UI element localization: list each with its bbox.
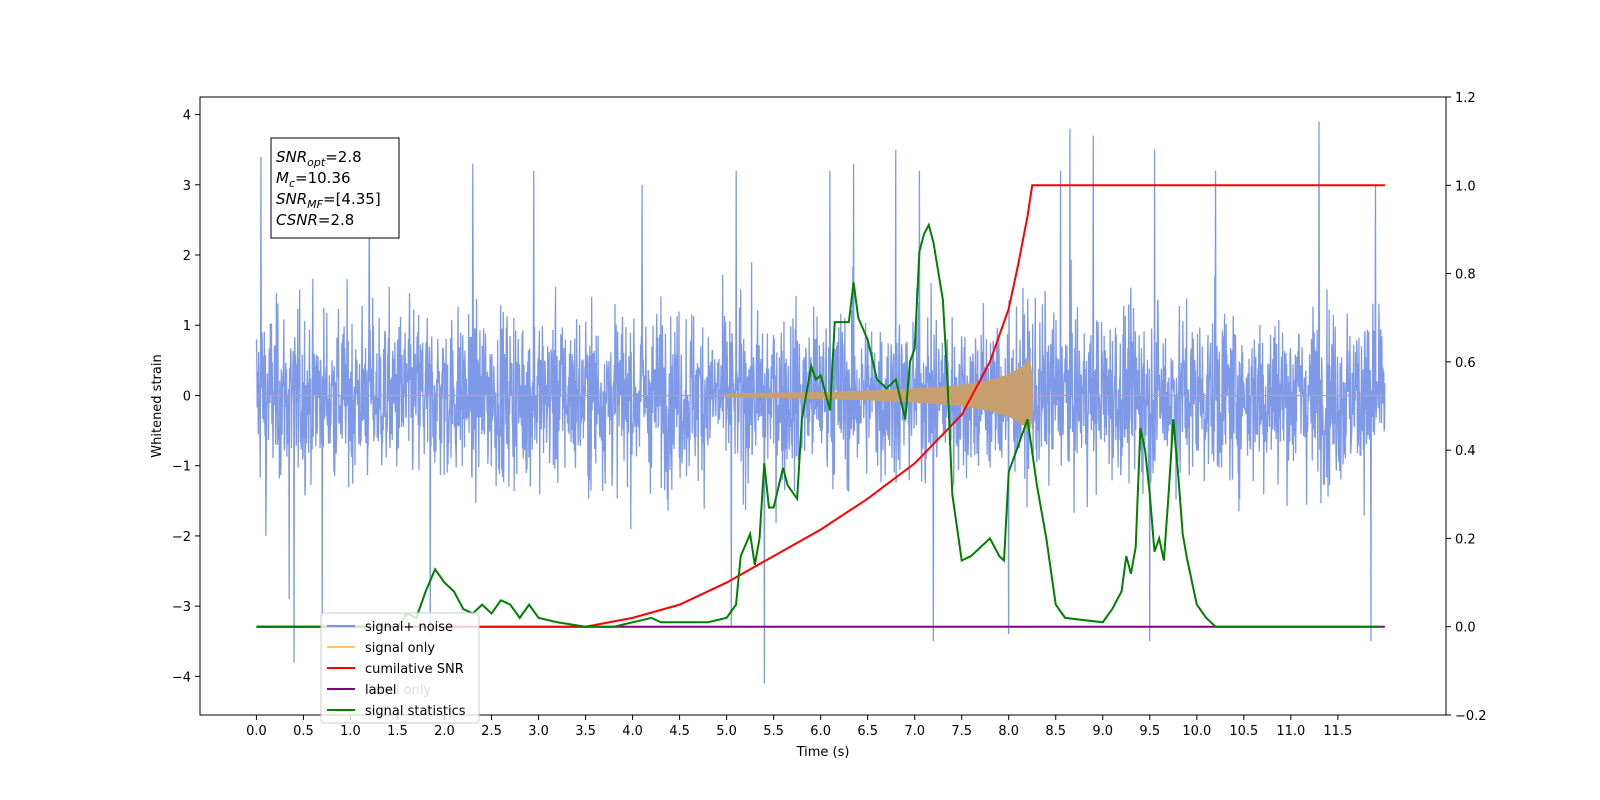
- series-signal-noise: [255, 121, 1386, 684]
- y-tick-label: −2: [172, 530, 191, 545]
- x-tick-label: 4.5: [669, 724, 690, 739]
- legend-entry: cumilative SNR: [365, 662, 464, 677]
- x-tick-label: 8.0: [998, 724, 1019, 739]
- x-tick-label: 2.0: [434, 724, 455, 739]
- x-axis-ticks: 0.0 0.5 1.0 1.5 2.0 2.5 3.0 3.5 4.0 4.5 5.0 5.5 6.0 6…: [246, 715, 1352, 739]
- y2-tick-label: 0.2: [1455, 532, 1476, 547]
- series-signal-only: [256, 358, 1385, 432]
- x-tick-label: 10.0: [1182, 724, 1211, 739]
- x-tick-label: 2.5: [481, 724, 502, 739]
- x-tick-label: 8.5: [1045, 724, 1066, 739]
- y-tick-label: 3: [183, 179, 191, 194]
- signal-statistics-line: [256, 222, 1381, 628]
- x-tick-label: 7.0: [904, 724, 925, 739]
- annotation-line: SNRopt=2.8: [276, 148, 362, 169]
- x-tick-label: 6.0: [810, 724, 831, 739]
- y-tick-label: 1: [183, 319, 191, 334]
- legend-entry: signal statistics: [365, 704, 466, 719]
- x-tick-label: 0.5: [293, 724, 314, 739]
- x-tick-label: 1.0: [340, 724, 361, 739]
- y2-tick-label: 1.0: [1455, 179, 1476, 194]
- noise-line: [255, 121, 1386, 684]
- x-tick-label: 9.5: [1139, 724, 1160, 739]
- y-tick-label: 2: [183, 249, 191, 264]
- y2-axis-ticks: −0.2 0.0 0.2 0.4 0.6 0.8 1.0 1.2: [1446, 91, 1487, 724]
- annotation-line: Mc=10.36: [276, 169, 351, 190]
- x-tick-label: 4.0: [622, 724, 643, 739]
- y-axis-ticks: −4 −3 −2 −1 0 1 2 3 4: [172, 109, 200, 685]
- x-tick-label: 3.0: [528, 724, 549, 739]
- y-tick-label: −1: [172, 460, 191, 475]
- x-tick-label: 5.5: [763, 724, 784, 739]
- y2-tick-label: 0.0: [1455, 621, 1476, 636]
- annotation-frame: [270, 137, 400, 239]
- y-axis-label: Whitened strain: [150, 354, 165, 457]
- y2-tick-label: 0.4: [1455, 444, 1476, 459]
- x-axis-label: Time (s): [796, 745, 850, 760]
- y2-tick-label: 0.8: [1455, 268, 1476, 283]
- x-tick-label: 9.0: [1092, 724, 1113, 739]
- legend-frame: [320, 612, 480, 724]
- legend-entry: signal+ noise: [365, 620, 453, 635]
- y2-tick-label: 1.2: [1455, 91, 1476, 106]
- x-tick-label: 5.0: [716, 724, 737, 739]
- y2-tick-label: 0.6: [1455, 356, 1476, 371]
- x-tick-label: 1.5: [387, 724, 408, 739]
- x-tick-label: 7.5: [951, 724, 972, 739]
- x-tick-label: 6.5: [857, 724, 878, 739]
- series-cumulative-snr: [256, 184, 1385, 628]
- x-tick-label: 0.0: [246, 724, 267, 739]
- x-tick-label: 10.5: [1229, 724, 1258, 739]
- y-tick-label: 4: [183, 109, 191, 124]
- x-tick-label: 11.5: [1323, 724, 1352, 739]
- x-tick-label: 3.5: [575, 724, 596, 739]
- legend-entry: label: [365, 683, 396, 698]
- y-tick-label: −3: [172, 600, 191, 615]
- cumulative-snr-line: [256, 184, 1385, 628]
- y-tick-label: −4: [172, 670, 191, 685]
- annotation-line: SNRMF=[4.35]: [276, 190, 381, 211]
- legend-entry: signal only: [365, 641, 435, 656]
- x-tick-label: 11.0: [1276, 724, 1305, 739]
- annotation-line: CSNR=2.8: [276, 211, 354, 229]
- y-tick-label: 0: [183, 389, 191, 404]
- series-signal-statistics: [256, 222, 1381, 628]
- y2-tick-label: −0.2: [1455, 709, 1487, 724]
- plot-frame: [199, 96, 1447, 716]
- signal-chirp: [726, 358, 1033, 432]
